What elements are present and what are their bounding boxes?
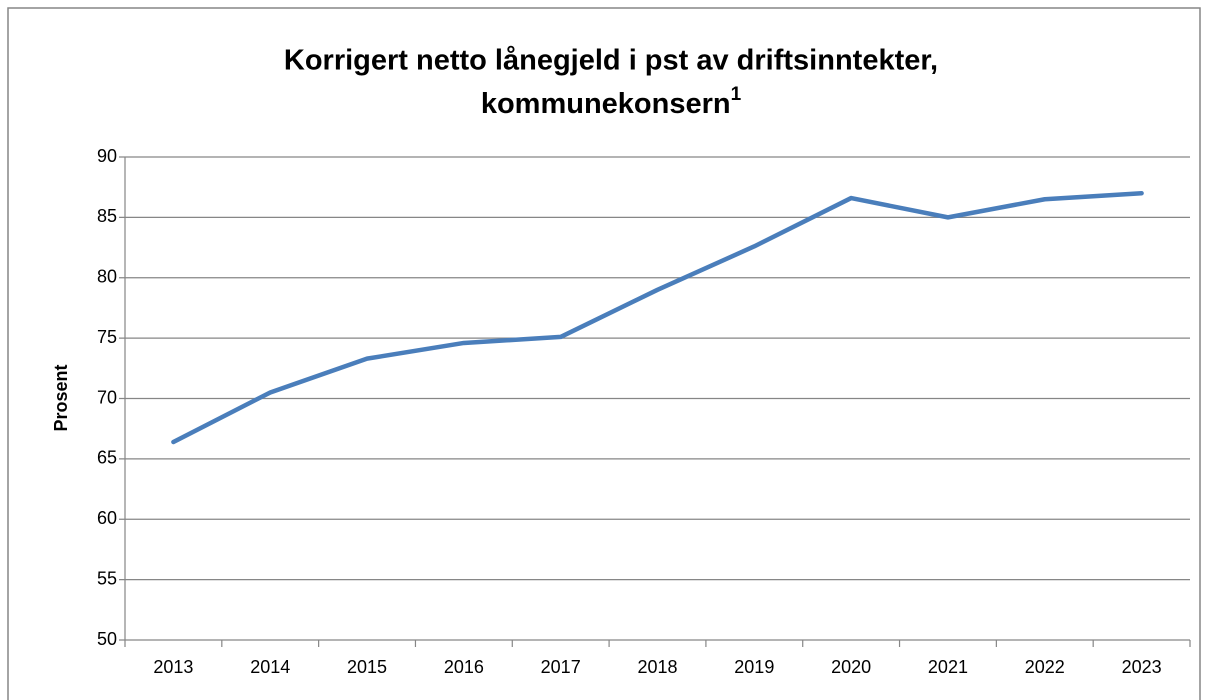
x-tick-label: 2013 <box>153 657 193 677</box>
y-tick-label: 85 <box>97 206 117 226</box>
x-tick-label: 2017 <box>541 657 581 677</box>
x-tick-label: 2015 <box>347 657 387 677</box>
y-tick-label: 80 <box>97 267 117 287</box>
x-tick-label: 2021 <box>928 657 968 677</box>
y-tick-label: 70 <box>97 387 117 407</box>
y-tick-label: 50 <box>97 629 117 649</box>
x-tick-label: 2022 <box>1025 657 1065 677</box>
title-note: 1 <box>731 84 742 105</box>
x-tick-label: 2016 <box>444 657 484 677</box>
x-tick-label: 2023 <box>1122 657 1162 677</box>
y-tick-label: 65 <box>97 448 117 468</box>
y-tick-label: 55 <box>97 568 117 588</box>
x-tick-label: 2014 <box>250 657 290 677</box>
chart-frame <box>7 7 1201 700</box>
y-tick-label: 90 <box>97 146 117 166</box>
y-tick-label: 75 <box>97 327 117 347</box>
y-tick-label: 60 <box>97 508 117 528</box>
chart-title: Korrigert netto lånegjeld i pst av drift… <box>284 45 938 77</box>
chart-title: kommunekonsern1 <box>481 84 742 120</box>
data-line <box>171 190 1144 445</box>
chart-title-line: kommunekonsern <box>481 88 731 120</box>
y-axis-label: Prosent <box>51 364 71 431</box>
x-tick-label: 2020 <box>831 657 871 677</box>
x-tick-label: 2018 <box>637 657 677 677</box>
x-tick-label: 2019 <box>734 657 774 677</box>
